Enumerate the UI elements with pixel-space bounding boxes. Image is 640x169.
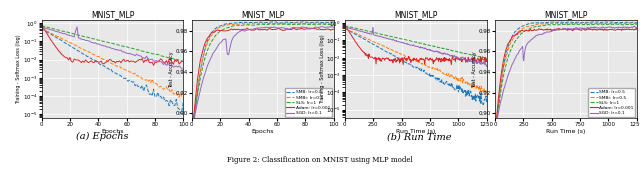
X-axis label: Epochs: Epochs — [252, 129, 274, 134]
Y-axis label: Training - Softmax Loss (log): Training - Softmax Loss (log) — [17, 34, 22, 104]
Title: MNIST_MLP: MNIST_MLP — [544, 10, 588, 19]
Y-axis label: Training - Softmax Loss (log): Training - Softmax Loss (log) — [320, 34, 324, 104]
X-axis label: Run Time (s): Run Time (s) — [396, 129, 435, 134]
Legend: SMB: lr=0.5, SMBi: lr=0.5, SLS: lr=1, Adam: lr=0.001, SGD: lr=0.1: SMB: lr=0.5, SMBi: lr=0.5, SLS: lr=1, Ad… — [285, 88, 332, 117]
Legend: SMB: lr=0.5, SMBi: lr=0.5, SLS: lr=1, Adam: lr=0.001, SGD: lr=0.1: SMB: lr=0.5, SMBi: lr=0.5, SLS: lr=1, Ad… — [588, 88, 636, 117]
Text: (a) Epochs: (a) Epochs — [76, 132, 129, 141]
Y-axis label: Test - Accuracy: Test - Accuracy — [472, 51, 477, 88]
X-axis label: Epochs: Epochs — [101, 129, 124, 134]
Text: (b) Run Time: (b) Run Time — [387, 132, 451, 141]
Title: MNIST_MLP: MNIST_MLP — [91, 10, 134, 19]
Text: Figure 2: Classification on MNIST using MLP model: Figure 2: Classification on MNIST using … — [227, 156, 413, 164]
Title: MNIST_MLP: MNIST_MLP — [394, 10, 437, 19]
Title: MNIST_MLP: MNIST_MLP — [241, 10, 284, 19]
X-axis label: Run Time (s): Run Time (s) — [547, 129, 586, 134]
Y-axis label: Test - Accuracy: Test - Accuracy — [169, 51, 174, 88]
